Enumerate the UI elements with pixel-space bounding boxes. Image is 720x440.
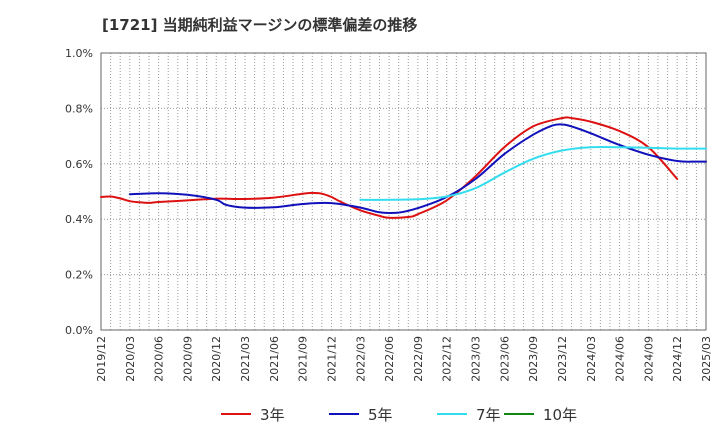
legend-item: 5年 [329,402,393,426]
plot-frame [100,52,707,331]
x-tick-label: 2019/12 [95,336,108,382]
legend-label: 3年 [260,405,285,424]
x-tick-label: 2023/12 [556,336,569,382]
x-tick-label: 2020/09 [181,336,194,382]
x-tick-label: 2020/12 [210,336,223,382]
legend-swatch [504,413,534,415]
legend-label: 5年 [368,405,393,424]
x-tick-label: 2024/06 [614,336,627,382]
legend-swatch [221,413,251,415]
x-tick-label: 2021/06 [268,336,281,382]
y-tick-label: 0.6% [65,158,93,171]
x-tick-label: 2020/06 [153,336,166,382]
series-line-2 [128,123,707,214]
legend: 3年 5年 7年 10年 [0,402,720,426]
series-line-3 [359,145,707,201]
x-tick-label: 2021/09 [297,336,310,382]
legend-swatch [329,413,359,415]
x-tick-label: 2024/09 [642,336,655,382]
x-tick-label: 2023/03 [470,336,483,382]
x-tick-label: 2022/12 [441,336,454,382]
series-line-1 [100,116,679,219]
x-tick-label: 2022/09 [412,336,425,382]
legend-swatch [437,413,467,415]
legend-item: 3年 [221,402,285,426]
y-tick-label: 0.2% [65,269,93,282]
y-tick-label: 0.4% [65,213,93,226]
x-tick-label: 2022/03 [354,336,367,382]
x-tick-label: 2023/09 [527,336,540,382]
x-tick-label: 2024/12 [671,336,684,382]
y-tick-label: 0.8% [65,102,93,115]
x-tick-label: 2024/03 [585,336,598,382]
chart-title: [1721] 当期純利益マージンの標準偏差の推移 [102,16,418,34]
y-tick-label: 0.0% [65,324,93,337]
plot-area [101,53,706,330]
x-tick-label: 2023/06 [498,336,511,382]
x-tick-label: 2020/03 [124,336,137,382]
x-tick-label: 2021/03 [239,336,252,382]
legend-label: 10年 [543,405,578,424]
x-tick-label: 2025/03 [700,336,713,382]
x-tick-label: 2022/06 [383,336,396,382]
legend-item: 7年 [437,402,501,426]
y-tick-label: 1.0% [65,47,93,60]
legend-item: 10年 [504,402,577,426]
x-tick-label: 2021/12 [325,336,338,382]
legend-label: 7年 [476,405,501,424]
